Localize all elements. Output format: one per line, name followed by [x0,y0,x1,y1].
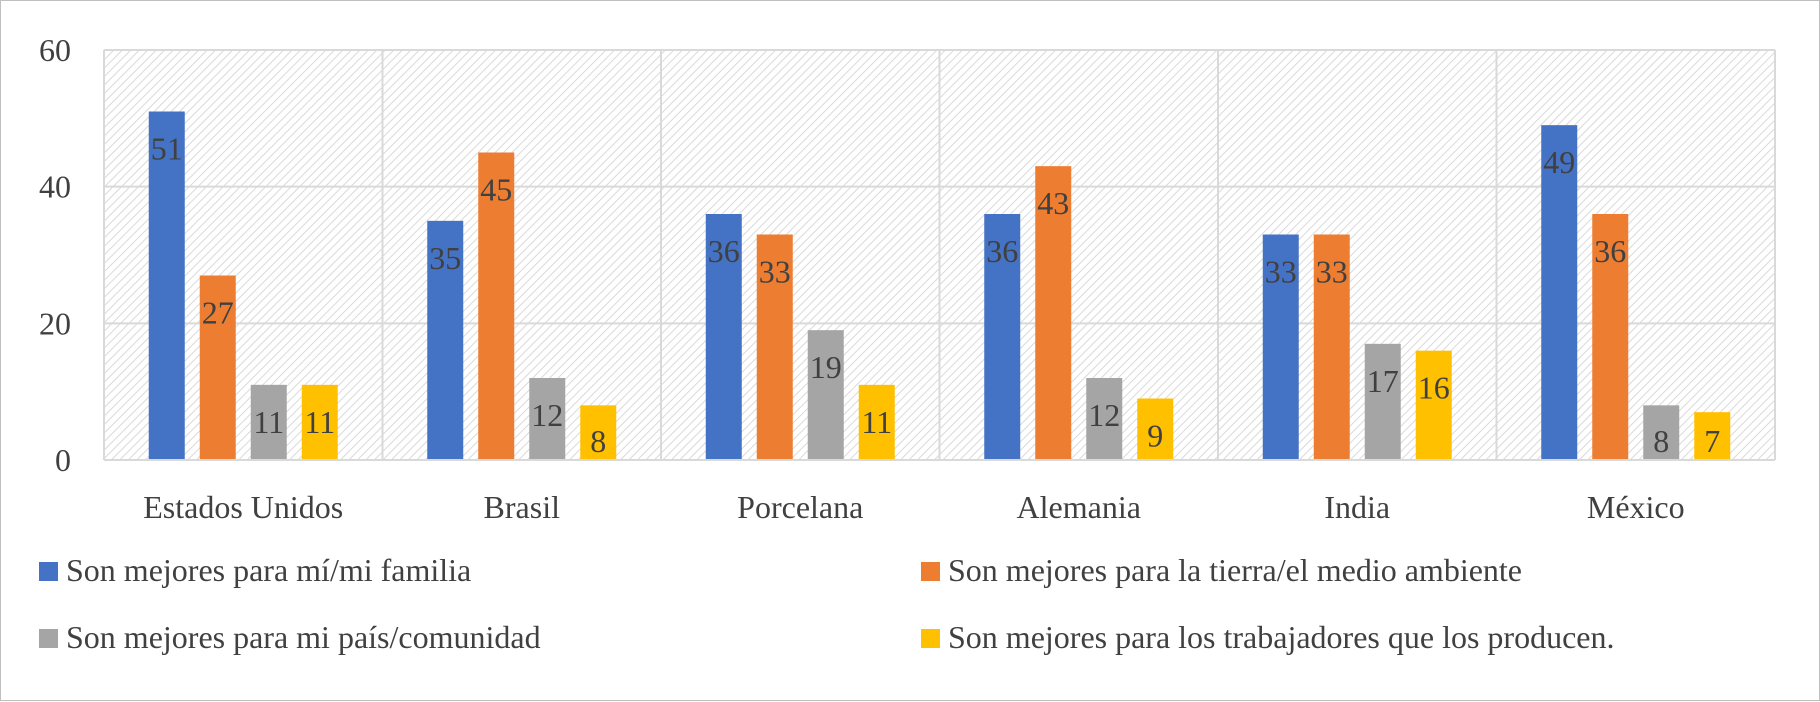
bar [529,378,566,460]
data-label: 11 [253,404,284,440]
bar [427,220,464,460]
bar [1541,125,1578,461]
x-tick-label: Porcelana [737,489,863,525]
bar [199,275,236,460]
x-tick-label: India [1324,489,1390,525]
data-label: 12 [1088,397,1120,433]
data-label: 49 [1543,144,1575,180]
x-axis: Estados Unidos Brasil Porcelana Alemania Ind… [104,459,1775,525]
data-label: 11 [304,404,335,440]
data-label: 43 [1037,185,1069,221]
data-label: 33 [1316,254,1348,290]
data-label: 19 [810,349,842,385]
y-tick-label: 40 [39,169,71,205]
data-label: 33 [759,254,791,290]
legend-swatch [921,629,940,648]
legend-label: Son mejores para mí/mi familia [66,552,471,588]
bar [705,214,742,460]
y-tick-label: 60 [39,32,71,68]
bar [858,384,895,460]
bar [1313,234,1350,460]
bars [148,111,1731,461]
x-tick-label: Estados Unidos [143,489,343,525]
bar [1137,398,1174,460]
bar [148,111,185,460]
legend: Son mejores para mí/mi familia Son mejore… [39,552,1614,655]
bar [250,384,287,460]
data-label: 35 [429,240,461,276]
bar [1592,214,1629,460]
bar [1086,378,1123,460]
bar [478,152,515,460]
data-label: 45 [480,172,512,208]
data-label: 8 [1653,423,1669,459]
bar [1035,166,1072,460]
data-label: 8 [590,423,606,459]
bar [1415,350,1452,460]
data-label: 16 [1418,370,1450,406]
data-label: 11 [861,404,892,440]
bar [1643,405,1680,460]
data-label: 51 [151,131,183,167]
data-label: 27 [202,295,234,331]
legend-swatch [39,562,58,581]
bar [580,405,617,460]
legend-swatch [921,562,940,581]
bar [984,214,1021,460]
bar [1364,343,1401,460]
bar [1694,412,1731,460]
bar [807,330,844,460]
x-tick-label: México [1587,489,1685,525]
x-tick-label: Brasil [484,489,561,525]
gridlines [103,49,1776,461]
data-label: 17 [1367,363,1399,399]
y-tick-label: 0 [55,442,71,478]
data-label: 33 [1265,254,1297,290]
legend-label: Son mejores para la tierra/el medio ambi… [948,552,1522,588]
legend-label: Son mejores para mi país/comunidad [66,619,541,655]
data-label: 36 [1594,233,1626,269]
x-tick-label: Alemania [1017,489,1141,525]
data-label: 12 [531,397,563,433]
data-labels: 51 27 11 11 35 45 12 8 36 33 19 11 36 43 12 9 33 33 17 16 49… [151,131,1721,460]
bar [1262,234,1299,460]
y-axis: 0 20 40 60 [39,32,71,478]
y-tick-label: 20 [39,305,71,341]
data-label: 7 [1704,423,1720,459]
legend-swatch [39,629,58,648]
bar [301,384,338,460]
bar [756,234,793,460]
data-label: 36 [986,233,1018,269]
legend-label: Son mejores para los trabajadores que lo… [948,619,1614,655]
data-label: 9 [1147,418,1163,454]
data-label: 36 [708,233,740,269]
